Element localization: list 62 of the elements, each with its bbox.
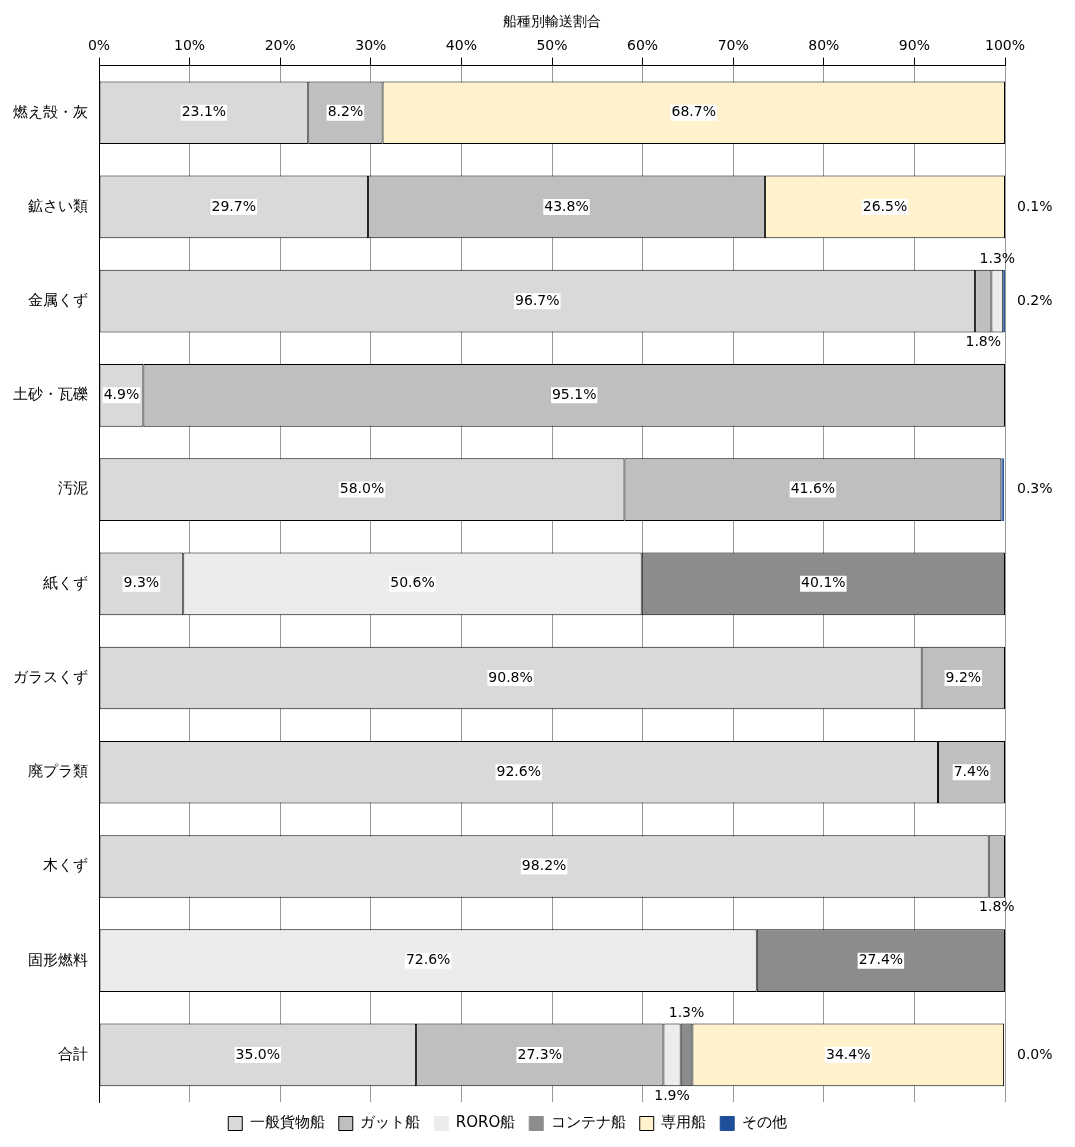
data-label: 68.7% (671, 103, 717, 120)
data-label: 9.2% (945, 668, 982, 685)
data-label: 41.6% (790, 480, 836, 497)
y-tick-label: 金属くず (28, 291, 88, 310)
data-label: 1.9% (654, 1086, 690, 1103)
data-label: 1.8% (979, 898, 1015, 915)
y-tick-label: 固形燃料 (28, 950, 88, 969)
y-tick-label: ガラスくず (13, 667, 88, 686)
y-tick-label: 木くず (43, 856, 88, 875)
y-tick-label: 土砂・瓦礫 (13, 385, 88, 404)
x-tick-label: 60% (627, 36, 659, 53)
data-label: 7.4% (953, 762, 990, 779)
data-label: 27.3% (517, 1045, 563, 1062)
y-tick-label: 紙くず (43, 573, 88, 592)
data-label: 34.4% (826, 1045, 871, 1062)
y-tick-label: 燃え殻・灰 (13, 102, 88, 121)
data-label: 96.7% (515, 291, 560, 308)
x-tick-label: 20% (264, 36, 296, 53)
data-label: 8.2% (327, 103, 364, 120)
x-tick-label: 30% (355, 36, 387, 53)
x-tick-label: 90% (898, 36, 930, 53)
data-label: 0.1% (1017, 197, 1053, 214)
legend-label: ガット船 (360, 1113, 421, 1132)
data-label: 40.1% (801, 574, 846, 591)
x-tick-label: 80% (808, 36, 840, 53)
data-label: 98.2% (521, 857, 567, 874)
data-label: 1.3% (668, 1004, 705, 1021)
legend-label: 専用船 (661, 1113, 707, 1132)
data-label: 27.4% (858, 951, 904, 968)
data-label: 4.9% (103, 386, 140, 402)
x-tick-label: 50% (536, 36, 568, 53)
y-tick-label: 汚泥 (58, 479, 88, 498)
data-label: 29.7% (211, 197, 257, 214)
data-label: 95.1% (551, 386, 597, 402)
data-label: 72.6% (405, 951, 451, 968)
data-label: 92.6% (496, 762, 541, 779)
x-axis-title: 船種別輸送割合 (503, 13, 601, 30)
y-tick-label: 廃プラ類 (28, 762, 88, 781)
data-label: 23.1% (181, 103, 227, 120)
legend-label: RORO船 (455, 1113, 516, 1132)
legend-label: 一般貨物船 (249, 1113, 325, 1132)
x-tick-label: 100% (984, 36, 1026, 53)
data-label: 50.6% (390, 574, 435, 591)
data-label: 26.5% (862, 197, 908, 214)
x-tick-label: 0% (87, 36, 111, 53)
data-label: 1.3% (979, 250, 1016, 267)
data-label: 35.0% (235, 1045, 281, 1062)
y-tick-label: 鉱さい類 (28, 196, 88, 215)
data-label: 43.8% (544, 197, 589, 214)
data-label: 0.3% (1017, 480, 1053, 497)
x-tick-label: 70% (717, 36, 749, 53)
data-label: 0.0% (1017, 1045, 1053, 1062)
legend-label: コンテナ船 (550, 1113, 626, 1132)
data-label: 58.0% (339, 480, 385, 497)
x-tick-label: 10% (174, 36, 206, 53)
y-tick-label: 合計 (58, 1044, 88, 1063)
data-label: 1.8% (965, 333, 1002, 350)
x-tick-label: 40% (445, 36, 477, 53)
data-label: 90.8% (488, 668, 533, 685)
data-label: 9.3% (123, 574, 160, 591)
data-label: 0.2% (1017, 291, 1053, 308)
legend-label: その他 (741, 1113, 787, 1132)
